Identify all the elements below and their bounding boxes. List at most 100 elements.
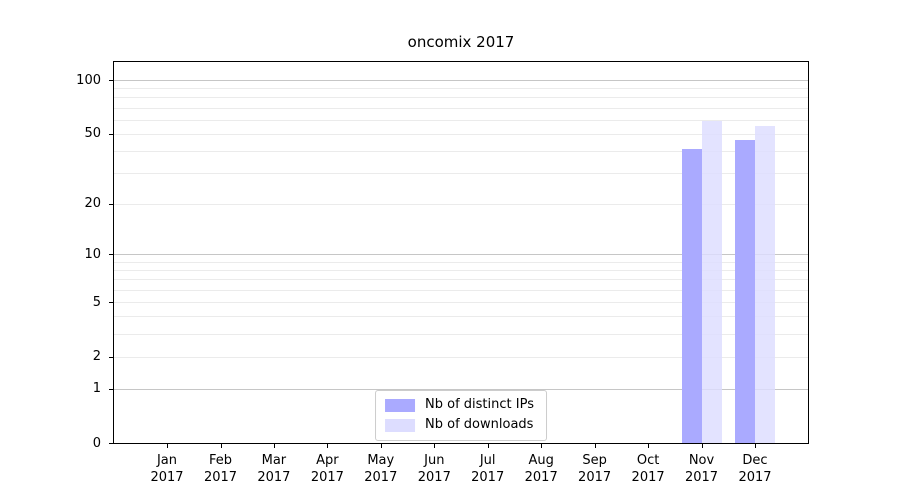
- x-label-month: May: [367, 453, 395, 468]
- bar-nb-of-downloads-dec-2017: [755, 126, 775, 443]
- x-tick-mark-oct: [648, 444, 650, 448]
- x-tick-mark-nov: [701, 444, 703, 448]
- x-label-year: 2017: [524, 470, 558, 485]
- legend-swatch-distinct-ips: [385, 398, 416, 412]
- bar-nb-of-distinct-ips-dec-2017: [735, 140, 755, 443]
- y-tick-label-2: 2: [92, 349, 101, 365]
- x-tick-mark-jun: [434, 444, 436, 448]
- x-tick-label-jul-2017: Jul 2017: [456, 452, 520, 486]
- x-label-year: 2017: [310, 470, 344, 485]
- y-tick-mark-5: [109, 302, 113, 304]
- x-tick-mark-dec: [755, 444, 756, 448]
- x-label-year: 2017: [257, 470, 291, 485]
- legend-label-distinct-ips: Nb of distinct IPs: [425, 397, 534, 412]
- x-tick-label-sep-2017: Sep 2017: [563, 452, 627, 486]
- x-tick-label-aug-2017: Aug 2017: [509, 452, 573, 486]
- y-gridline-minor-40: [114, 150, 808, 152]
- x-tick-mark-jan: [167, 444, 168, 448]
- y-gridline-minor-3: [114, 334, 808, 335]
- bar-nb-of-distinct-ips-nov-2017: [681, 149, 702, 443]
- x-label-month: Dec: [742, 453, 768, 468]
- x-tick-mark-sep: [594, 444, 596, 448]
- plot-area: Nb of distinct IPs Nb of downloads: [113, 61, 809, 444]
- x-label-year: 2017: [684, 470, 719, 485]
- x-axis: Jan 2017 Feb 2017 Mar 2017 Apr 2017 May 2017 Jun 20…: [113, 444, 809, 494]
- x-label-year: 2017: [471, 470, 505, 485]
- x-tick-label-jun-2017: Jun 2017: [402, 452, 466, 486]
- y-gridline-minor-80: [114, 97, 808, 99]
- y-tick-mark-2: [109, 356, 113, 358]
- y-tick-mark-1: [109, 388, 113, 390]
- y-gridline-minor-20: [114, 203, 808, 205]
- x-tick-label-dec-2017: Dec 2017: [723, 452, 787, 486]
- x-label-month: Sep: [582, 453, 607, 468]
- bar-layer: [114, 62, 808, 443]
- x-label-year: 2017: [417, 470, 451, 485]
- x-tick-label-may-2017: May 2017: [349, 452, 413, 486]
- x-tick-mark-may: [380, 444, 382, 448]
- x-label-year: 2017: [578, 470, 612, 485]
- y-gridline-minor-70: [114, 107, 808, 109]
- y-tick-label-20: 20: [84, 196, 101, 211]
- y-gridline-minor-8: [114, 270, 808, 272]
- x-label-month: Feb: [208, 453, 233, 468]
- x-label-month: Nov: [688, 453, 715, 468]
- legend: Nb of distinct IPs Nb of downloads: [375, 390, 547, 441]
- y-gridline-minor-30: [114, 172, 808, 174]
- x-label-month: Jul: [479, 453, 496, 468]
- y-gridline-major-1: [114, 388, 808, 390]
- x-label-year: 2017: [150, 470, 184, 485]
- x-tick-mark-aug: [541, 444, 543, 448]
- y-gridline-major-100: [114, 80, 808, 81]
- x-label-year: 2017: [364, 470, 398, 485]
- y-axis: 0 1 2 5 10 20 50 100: [0, 61, 113, 451]
- x-tick-label-mar-2017: Mar 2017: [242, 452, 306, 486]
- y-tick-mark-50: [109, 133, 113, 135]
- y-tick-label-50: 50: [84, 126, 101, 142]
- x-tick-mark-jul: [487, 444, 489, 448]
- x-tick-label-nov-2017: Nov 2017: [670, 452, 734, 486]
- x-tick-mark-apr: [327, 444, 329, 448]
- y-gridline-minor-5: [114, 302, 808, 304]
- x-label-month: Mar: [261, 453, 287, 468]
- y-gridline-minor-6: [114, 290, 808, 291]
- x-label-year: 2017: [738, 470, 772, 485]
- x-label-month: Oct: [636, 453, 660, 468]
- y-gridline-minor-2: [114, 356, 808, 358]
- x-tick-label-feb-2017: Feb 2017: [189, 452, 253, 486]
- legend-swatch-downloads: [385, 418, 416, 432]
- y-gridline-minor-90: [114, 88, 808, 90]
- x-label-month: Jun: [424, 453, 445, 468]
- y-tick-label-5: 5: [92, 294, 101, 310]
- y-tick-label-100: 100: [76, 72, 101, 88]
- y-gridline-major-10: [114, 254, 808, 256]
- x-label-month: Jan: [156, 453, 178, 468]
- x-tick-label-apr-2017: Apr 2017: [295, 452, 359, 486]
- y-tick-mark-100: [109, 80, 113, 81]
- y-tick-label-1: 1: [92, 381, 101, 396]
- legend-item-downloads: Nb of downloads: [385, 418, 534, 432]
- y-gridline-minor-4: [114, 316, 808, 318]
- y-gridline-minor-60: [114, 119, 808, 121]
- chart-title: oncomix 2017: [407, 33, 515, 51]
- y-tick-label-0: 0: [92, 435, 101, 451]
- x-label-year: 2017: [631, 470, 665, 485]
- y-gridline-minor-50: [114, 133, 808, 135]
- bar-nb-of-downloads-nov-2017: [701, 121, 722, 443]
- y-tick-label-10: 10: [84, 246, 101, 262]
- x-tick-mark-feb: [220, 444, 222, 448]
- gridline-layer: [114, 62, 808, 443]
- y-tick-mark-0: [109, 443, 113, 444]
- x-label-month: Aug: [528, 453, 554, 468]
- x-tick-label-oct-2017: Oct 2017: [616, 452, 680, 486]
- x-tick-label-jan-2017: Jan 2017: [135, 452, 199, 486]
- legend-item-distinct-ips: Nb of distinct IPs: [385, 398, 534, 412]
- legend-label-downloads: Nb of downloads: [425, 417, 534, 432]
- x-label-year: 2017: [203, 470, 238, 485]
- x-tick-mark-mar: [273, 444, 275, 448]
- x-label-month: Apr: [316, 453, 339, 468]
- y-gridline-minor-7: [114, 279, 808, 281]
- y-tick-mark-10: [109, 254, 113, 256]
- y-tick-mark-20: [109, 203, 113, 205]
